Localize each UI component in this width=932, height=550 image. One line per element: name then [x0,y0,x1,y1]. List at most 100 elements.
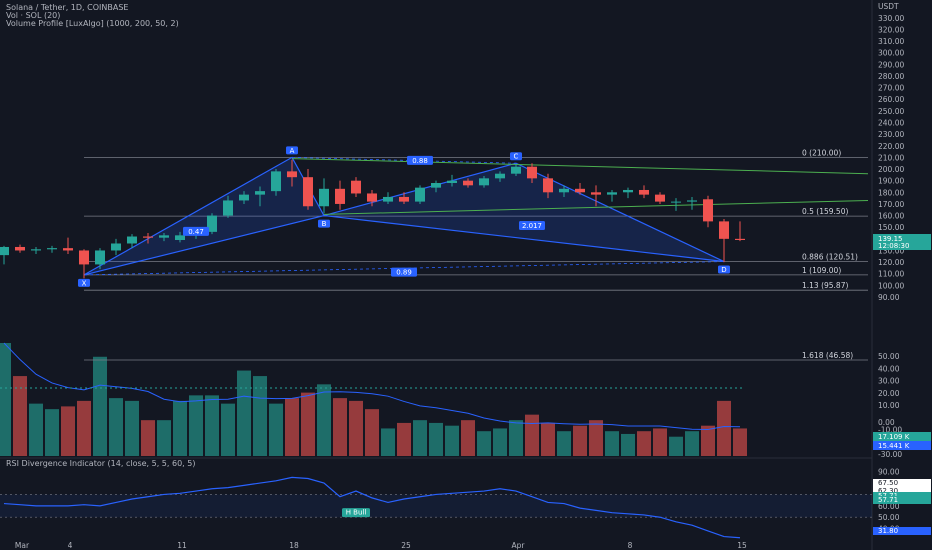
volume-bar [77,400,91,456]
volume-bar [573,425,587,456]
volume-tick-label: -30.00 [878,450,902,459]
harmonic-ratio-tag [391,267,417,277]
volume-bar [605,431,619,456]
candle-body [175,235,185,240]
candle-body [31,249,41,251]
volume-bar [413,420,427,456]
fib-level-label: 1.13 (95.87) [802,281,848,290]
fib-level-label: 0 (210.00) [802,148,841,157]
volume-bar [205,395,219,456]
candle-body [15,246,25,251]
candle-body [479,178,489,186]
candle-body [607,192,617,195]
date-tick-label: 15 [737,541,747,550]
candle-body [335,188,345,204]
volume-bar [253,376,267,456]
price-tick-label: 100.00 [878,281,904,290]
volume-bar [317,384,331,456]
candle-body [431,183,441,188]
price-tick-label: 320.00 [878,25,904,34]
volume-tick-label: 0.00 [878,418,895,427]
volume-profile-label: Volume Profile [LuxAlgo] (1000, 200, 50,… [6,19,179,28]
candle-body [559,188,569,193]
candle-body [527,166,537,179]
rsi-tick-label: 50.00 [878,513,900,522]
candle-body [239,194,249,201]
volume-tick-label: -10.00 [878,426,902,435]
harmonic-ratio-label: 0.47 [188,228,204,236]
harmonic-point-label: C [514,153,519,161]
volume-bar [13,376,27,456]
price-tick-label: 210.00 [878,153,904,162]
candle-body [543,178,553,193]
volume-bar [477,431,491,456]
rsi-line [3,476,741,539]
volume-bar [29,403,43,456]
volume-bar [221,403,235,456]
price-tick-label: 240.00 [878,119,904,128]
volume-bar [141,420,155,456]
candle-body [655,194,665,202]
volume-bar [733,428,747,456]
volume-ma-badge-label: 15.441 K [878,442,910,450]
fib-level-label: 1 (109.00) [802,266,841,275]
candle-body [159,235,169,238]
volume-bar [493,428,507,456]
harmonic-point-tag [510,152,522,161]
harmonic-point-label: X [82,279,87,287]
price-tick-label: 280.00 [878,72,904,81]
volume-tick-label: 50.00 [878,352,900,361]
date-tick-label: 4 [68,541,73,550]
volume-badge [873,432,931,441]
candle-body [575,188,585,193]
candle-body [271,171,281,192]
rsi-badge-label: 31.80 [878,527,898,535]
candle-body [351,180,361,194]
harmonic-point-tag [318,219,330,228]
date-tick-label: 11 [177,541,187,550]
price-tick-label: 230.00 [878,130,904,139]
harmonic-ratio-tag [183,226,209,236]
volume-ma-badge [873,441,931,450]
rsi-badge [873,487,931,495]
rsi-badge-label: 57.71 [878,496,898,504]
price-tick-label: 270.00 [878,84,904,93]
price-tick-label: 250.00 [878,107,904,116]
rsi-tick-label: 60.00 [878,502,900,511]
price-tick-label: 220.00 [878,142,904,151]
volume-bar [109,398,123,456]
candle-body [303,177,313,207]
price-tick-label: 180.00 [878,188,904,197]
currency-box [874,1,930,12]
volume-bar [301,392,315,456]
volume-tick-label: 40.00 [878,364,900,373]
volume-bar [717,400,731,456]
volume-bar [525,414,539,456]
date-tick-label: 25 [401,541,411,550]
volume-bar [701,425,715,456]
candle-body [79,250,89,265]
price-badge-countdown: 12:08:30 [878,242,909,250]
volume-bar [445,425,459,456]
candle-body [95,250,105,265]
candle-body [287,171,297,178]
rsi-band [0,494,872,518]
candle-body [447,180,457,183]
volume-bar [157,420,171,456]
rsi-signal-tag [342,508,370,518]
candle-body [127,236,137,244]
volume-bar [429,422,443,456]
candle-body [671,201,681,203]
fib-level-label: 0.5 (159.50) [802,207,848,216]
price-tick-label: 310.00 [878,37,904,46]
harmonic-point-tag [78,278,90,287]
candle-body [687,200,697,202]
candle-body [111,243,121,251]
price-tick-label: 260.00 [878,95,904,104]
harmonic-point-tag [718,265,730,274]
rsi-badge [873,479,931,487]
candle-body [719,221,729,239]
harmonic-point-tag [286,146,298,155]
rsi-badge-label: 62.30 [878,487,898,495]
